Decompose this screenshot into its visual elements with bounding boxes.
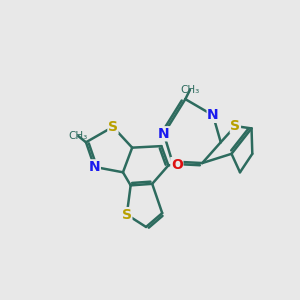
Text: S: S [230, 119, 240, 133]
Text: S: S [108, 120, 118, 134]
Text: CH₃: CH₃ [69, 131, 88, 141]
Text: N: N [88, 160, 100, 174]
Text: S: S [122, 208, 132, 222]
Text: N: N [207, 108, 219, 122]
Text: CH₃: CH₃ [180, 85, 200, 95]
Text: O: O [171, 158, 183, 172]
Text: N: N [158, 127, 170, 141]
